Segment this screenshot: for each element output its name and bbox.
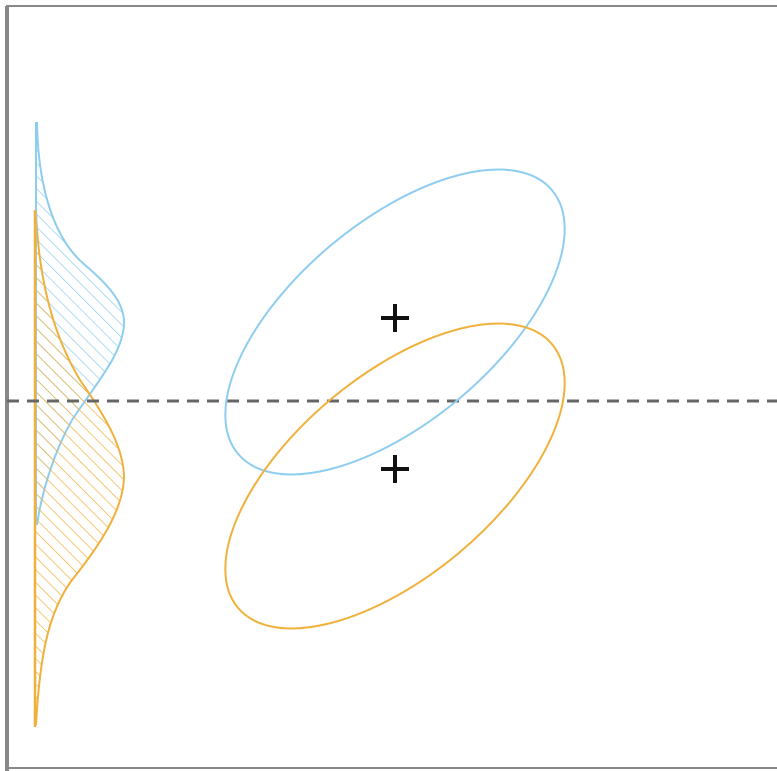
class-a-mean-plus-icon: [381, 304, 409, 332]
class-b-mean-plus-icon: [381, 455, 409, 483]
class-b-density-fill: [36, 210, 124, 725]
class-a-ellipse: [224, 168, 566, 476]
class-b-ellipse: [224, 322, 566, 630]
class-b-density-curve: [35, 209, 126, 726]
